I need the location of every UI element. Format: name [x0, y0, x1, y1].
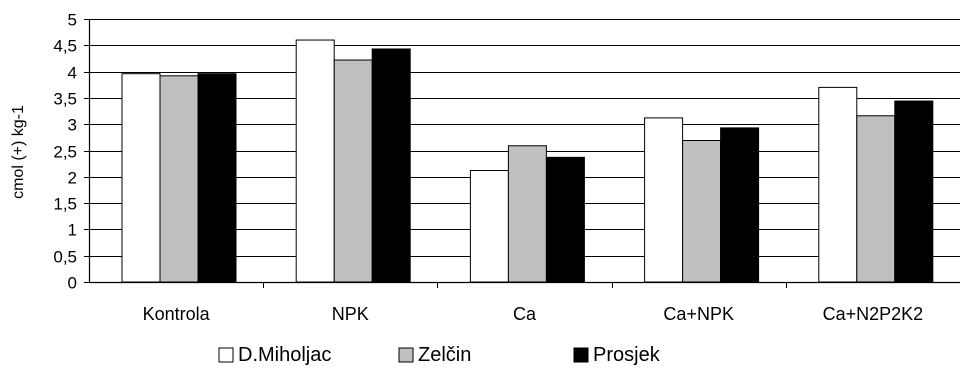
x-category-label: Ca — [513, 304, 537, 324]
bar — [720, 127, 760, 283]
x-category-labels: Kontrola NPK Ca Ca+NPK Ca+N2P2K2 — [143, 304, 924, 324]
legend-label: Zelčin — [418, 344, 471, 366]
bar — [371, 48, 411, 283]
legend: D.Miholjac Zelčin Prosjek — [218, 344, 661, 366]
bar — [682, 140, 722, 283]
y-tick-label: 1 — [68, 221, 77, 240]
bar — [159, 75, 199, 283]
legend-label: D.Miholjac — [238, 344, 331, 366]
bar — [545, 156, 585, 283]
legend-swatch — [218, 347, 234, 363]
x-category-label: Ca+NPK — [663, 304, 734, 324]
bar — [894, 100, 934, 283]
x-category-label: Ca+N2P2K2 — [823, 304, 924, 324]
bar — [333, 59, 373, 283]
y-axis-label: cmol (+) kg-1 — [10, 105, 27, 199]
axes — [84, 19, 960, 288]
legend-swatch — [398, 347, 414, 363]
bars — [121, 39, 934, 283]
x-category-label: Kontrola — [143, 304, 211, 324]
bar — [469, 169, 509, 283]
bar — [507, 145, 547, 283]
x-category-label: NPK — [332, 304, 369, 324]
bar — [818, 86, 858, 283]
y-tick-label: 3,5 — [53, 90, 77, 109]
legend-label: Prosjek — [593, 344, 661, 366]
y-tick-label: 0,5 — [53, 248, 77, 267]
y-tick-label: 1,5 — [53, 195, 77, 214]
y-tick-label: 3 — [68, 116, 77, 135]
bar — [644, 117, 684, 283]
y-tick-label: 2,5 — [53, 143, 77, 162]
y-tick-label: 4 — [68, 64, 77, 83]
bar — [121, 73, 161, 283]
y-tick-label: 0 — [68, 274, 77, 293]
y-tick-labels: 0 0,5 1 1,5 2 2,5 3 3,5 4 4,5 5 — [53, 11, 77, 293]
y-tick-label: 2 — [68, 169, 77, 188]
bar — [197, 73, 237, 283]
bar — [295, 39, 335, 283]
y-tick-label: 4,5 — [53, 37, 77, 56]
bar — [856, 115, 896, 283]
y-tick-label: 5 — [68, 11, 77, 30]
legend-swatch — [573, 347, 589, 363]
